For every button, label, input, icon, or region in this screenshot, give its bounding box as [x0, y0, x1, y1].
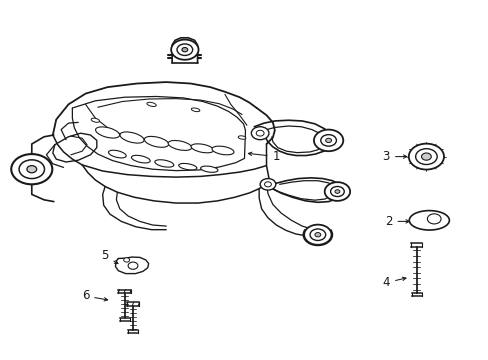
Text: 4: 4: [382, 276, 405, 289]
Ellipse shape: [131, 155, 150, 163]
Circle shape: [27, 166, 37, 173]
Text: 3: 3: [382, 150, 406, 163]
Ellipse shape: [191, 144, 213, 153]
Circle shape: [325, 138, 331, 143]
Circle shape: [320, 135, 336, 146]
Ellipse shape: [91, 118, 100, 122]
Ellipse shape: [408, 211, 448, 230]
Circle shape: [177, 44, 192, 55]
Ellipse shape: [200, 166, 218, 172]
Circle shape: [421, 153, 430, 160]
Ellipse shape: [146, 102, 156, 107]
Circle shape: [314, 233, 320, 237]
Circle shape: [264, 182, 271, 187]
Circle shape: [415, 149, 436, 165]
Circle shape: [330, 186, 344, 197]
Ellipse shape: [155, 160, 173, 167]
Text: 6: 6: [81, 289, 107, 302]
Ellipse shape: [144, 136, 168, 147]
Circle shape: [304, 225, 331, 245]
Text: 5: 5: [101, 249, 118, 264]
Circle shape: [334, 190, 339, 193]
Circle shape: [313, 130, 343, 151]
Circle shape: [11, 154, 52, 184]
Circle shape: [128, 262, 138, 269]
Circle shape: [182, 48, 187, 52]
Circle shape: [408, 144, 443, 170]
Text: 1: 1: [248, 150, 280, 163]
Circle shape: [256, 130, 264, 136]
Ellipse shape: [168, 140, 191, 150]
Ellipse shape: [95, 127, 120, 138]
Ellipse shape: [212, 146, 233, 155]
Circle shape: [251, 127, 268, 140]
Circle shape: [427, 214, 440, 224]
Circle shape: [171, 40, 198, 60]
Circle shape: [309, 229, 325, 240]
Ellipse shape: [108, 150, 126, 158]
Circle shape: [260, 179, 275, 190]
Ellipse shape: [120, 132, 144, 143]
Circle shape: [123, 258, 129, 262]
Ellipse shape: [178, 163, 197, 170]
Ellipse shape: [191, 108, 200, 112]
Text: 2: 2: [384, 215, 408, 228]
Ellipse shape: [238, 136, 245, 139]
Circle shape: [324, 182, 349, 201]
Circle shape: [19, 160, 44, 179]
